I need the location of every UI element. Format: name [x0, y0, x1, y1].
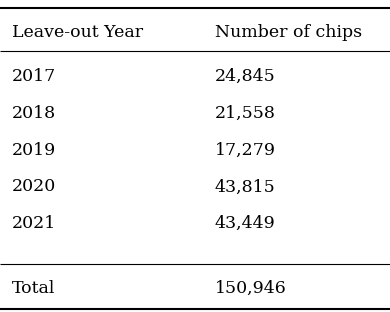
- Text: 24,845: 24,845: [215, 68, 275, 85]
- Text: 2021: 2021: [12, 215, 56, 232]
- Text: 43,449: 43,449: [215, 215, 275, 232]
- Text: 150,946: 150,946: [215, 280, 286, 297]
- Text: Number of chips: Number of chips: [215, 24, 362, 41]
- Text: 43,815: 43,815: [215, 178, 275, 195]
- Text: 17,279: 17,279: [215, 142, 275, 158]
- Text: 2019: 2019: [12, 142, 56, 158]
- Text: 2017: 2017: [12, 68, 56, 85]
- Text: 2018: 2018: [12, 105, 56, 122]
- Text: Leave-out Year: Leave-out Year: [12, 24, 143, 41]
- Text: 21,558: 21,558: [215, 105, 275, 122]
- Text: 2020: 2020: [12, 178, 56, 195]
- Text: Total: Total: [12, 280, 55, 297]
